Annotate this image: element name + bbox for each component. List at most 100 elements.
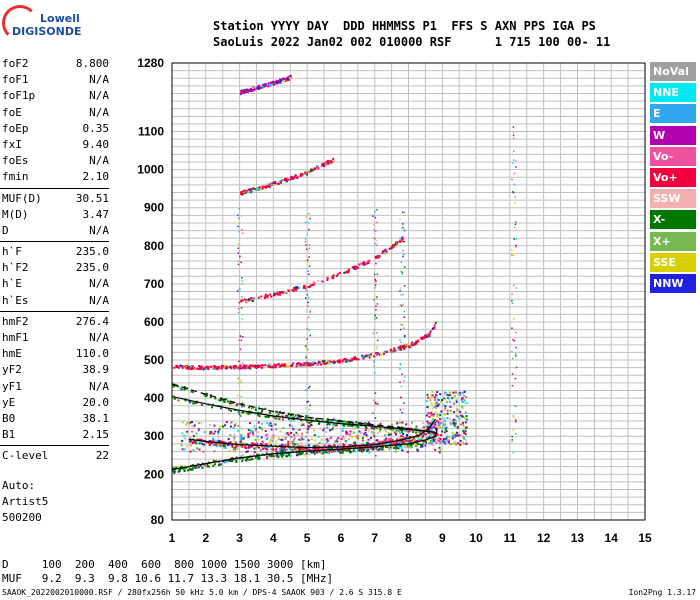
interference-point [511, 384, 514, 387]
echo-point [379, 448, 382, 451]
echo-point [459, 393, 462, 396]
echo-point [352, 424, 355, 427]
interference-point [374, 417, 377, 419]
echo-point [352, 427, 355, 430]
echo-point [364, 263, 367, 266]
echo-point [425, 437, 428, 440]
echo-point [408, 440, 411, 443]
echo-point [435, 395, 438, 398]
echo-point [198, 364, 201, 367]
echo-point [351, 266, 354, 269]
echo-point [266, 457, 269, 460]
echo-point [191, 467, 194, 470]
interference-point [400, 294, 402, 296]
echo-point [307, 444, 310, 447]
echo-point [428, 332, 431, 335]
interference-point [402, 223, 404, 225]
echo-point [419, 439, 422, 442]
echo-point [269, 444, 272, 447]
echo-point [251, 297, 254, 300]
echo-point [366, 262, 369, 265]
echo-point [318, 361, 321, 364]
echo-point [316, 165, 319, 168]
echo-point [197, 429, 200, 432]
echo-point [432, 436, 435, 439]
echo-point [301, 445, 304, 448]
echo-point [415, 425, 418, 428]
echo-point [288, 453, 291, 456]
echo-point [430, 413, 433, 416]
echo-point [434, 411, 437, 414]
interference-point [307, 212, 310, 215]
interference-point [511, 293, 513, 295]
echo-point [336, 273, 339, 276]
param-separator [0, 445, 109, 447]
echo-point [361, 443, 364, 446]
echo-point [215, 443, 218, 446]
echo-point [238, 455, 241, 458]
echo-point [401, 449, 404, 452]
echo-point [326, 438, 329, 441]
param-row: B1 2.15 [0, 427, 165, 443]
echo-point [255, 443, 258, 446]
param-name: D [2, 223, 9, 237]
echo-point [278, 416, 281, 419]
echo-point [189, 367, 192, 370]
interference-point [403, 380, 405, 382]
echo-point [367, 261, 370, 264]
echo-point [219, 440, 222, 443]
echo-point [243, 90, 246, 93]
echo-point [456, 409, 459, 412]
echo-point [362, 261, 365, 264]
echo-point [255, 406, 258, 409]
echo-point [457, 442, 460, 445]
echo-point [443, 409, 446, 412]
x-trace-line [171, 428, 438, 471]
echo-point [261, 443, 264, 446]
echo-point [288, 424, 291, 427]
echo-point [272, 83, 275, 86]
interference-point [403, 240, 406, 243]
echo-point [376, 431, 379, 434]
echo-point [422, 426, 425, 429]
echo-point [343, 424, 346, 427]
echo-point [254, 456, 257, 459]
echo-point [278, 453, 281, 456]
echo-point [397, 346, 400, 349]
interference-point [238, 208, 241, 210]
echo-point [297, 362, 300, 365]
echo-point [386, 427, 389, 430]
echo-point [410, 426, 413, 429]
header-line1: Station YYYY DAY DDD HHMMSS P1 FFS S AXN… [213, 19, 596, 33]
echo-point [378, 254, 381, 257]
echo-point [409, 435, 412, 438]
echo-point [405, 345, 408, 348]
echo-point [361, 354, 364, 357]
echo-point [277, 413, 280, 416]
echo-point [402, 346, 405, 349]
echo-point [404, 441, 407, 444]
echo-point [391, 246, 394, 249]
echo-point [275, 440, 278, 443]
echo-point [370, 445, 373, 448]
echo-point [185, 367, 188, 370]
echo-point [335, 424, 338, 427]
echo-point [462, 394, 465, 397]
echo-point [306, 428, 309, 431]
interference-point [307, 301, 309, 304]
echo-point [263, 84, 266, 87]
echo-point [324, 431, 327, 434]
station-header: Station YYYY DAY DDD HHMMSS P1 FFS S AXN… [213, 18, 610, 50]
interference-point [511, 162, 514, 164]
echo-point [318, 442, 321, 445]
echo-point [462, 441, 465, 444]
echo-point [431, 420, 434, 423]
echo-point [266, 433, 269, 436]
interference-point [372, 412, 374, 414]
interference-point [515, 433, 517, 435]
echo-point [268, 366, 271, 369]
echo-point [203, 367, 206, 370]
echo-point [400, 434, 403, 437]
echo-point [364, 431, 367, 434]
interference-point [512, 338, 514, 341]
